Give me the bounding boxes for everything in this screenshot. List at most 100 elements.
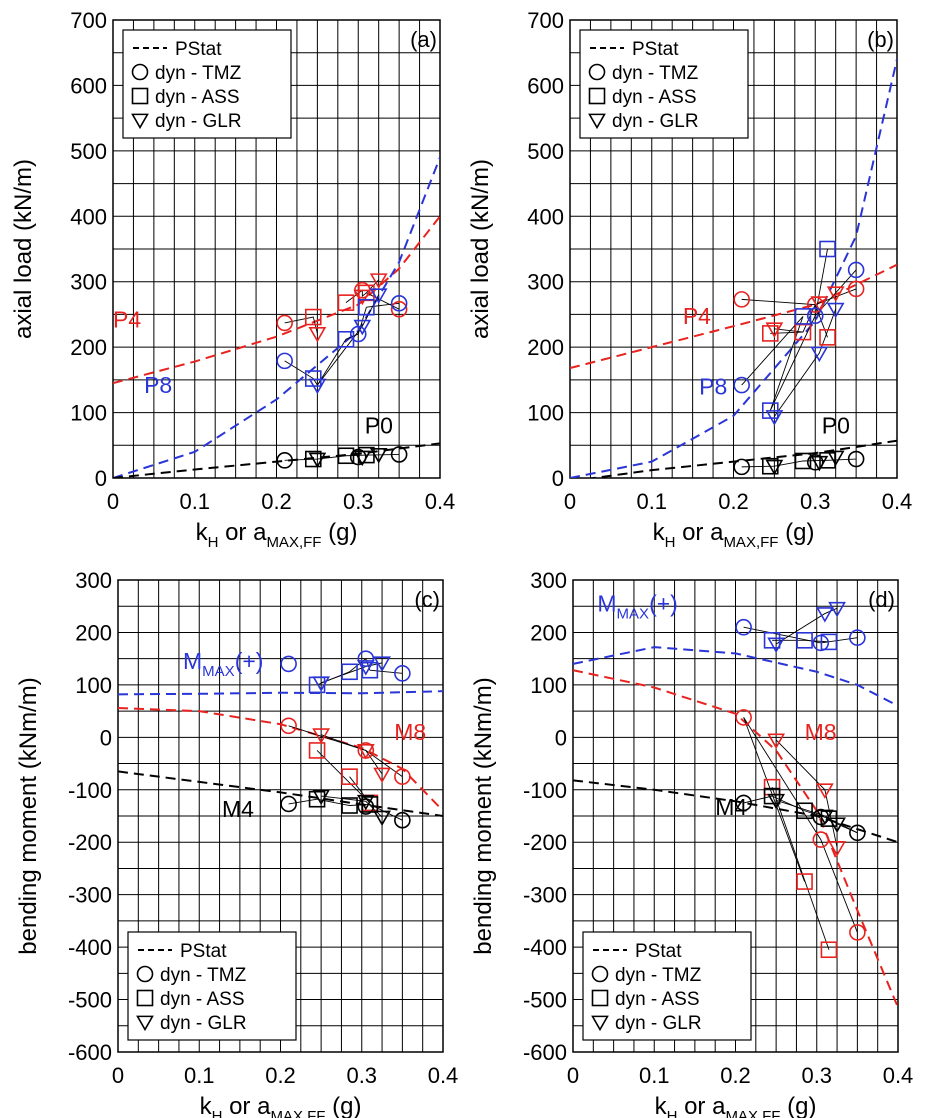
legend-entry: dyn - GLR (612, 111, 699, 132)
y-axis-label: bending moment (kNm/m) (470, 677, 497, 954)
glr-marker (312, 676, 331, 692)
annotation-text: P4 (113, 307, 141, 333)
ass-marker (361, 796, 379, 813)
chart-panel-a: 0 100 200 300 400 500 600 700 0 0.1 0.2 0.3 0.4 axial… (10, 8, 455, 551)
glr-marker (767, 793, 786, 810)
y-tick-label: -400 (523, 935, 567, 960)
legend: PStat dyn - TMZ dyn - ASS dyn - GLR (579, 29, 749, 139)
x-tick-label: 0.1 (639, 1063, 670, 1088)
x-tick-label: 0.4 (428, 1063, 459, 1088)
x-axis-label-part: (g) (325, 1093, 361, 1118)
x-tick-label: 0.2 (261, 489, 292, 514)
chart-panel-b: 0 100 200 300 400 500 600 700 0 0.1 0.2 0.3 0.4 axial… (467, 8, 912, 551)
glr-marker (765, 459, 784, 476)
x-tick-label: 0.1 (184, 1063, 215, 1088)
pstat-curve (570, 59, 897, 478)
tmz-marker (390, 295, 408, 312)
y-tick-label: 600 (527, 73, 564, 98)
legend-glr-swatch (136, 1015, 154, 1032)
ass-marker (796, 802, 813, 820)
glr-marker (353, 319, 372, 336)
data-layer (573, 601, 898, 1008)
y-tick-label: 100 (527, 401, 564, 426)
y-tick-label: -500 (523, 988, 567, 1013)
y-tick-label: -200 (523, 830, 567, 855)
series-annotation: P8 (144, 372, 172, 398)
legend-entry: dyn - TMZ (155, 63, 242, 84)
ass-marker (819, 452, 836, 469)
panel-label: (c) (414, 587, 440, 612)
x-tick-label: 0.1 (636, 489, 667, 514)
glr-marker (810, 346, 829, 363)
tmz-marker (394, 665, 411, 682)
panel-label: (b) (867, 27, 894, 52)
y-tick-label: 0 (555, 725, 567, 750)
annotation-subscript: MAX (617, 605, 650, 622)
y-axis-label: axial load (kN/m) (10, 159, 37, 339)
y-tick-label: -300 (523, 883, 567, 908)
x-axis-label-part: (g) (780, 1093, 816, 1118)
legend-box (122, 29, 292, 139)
connector-line (743, 717, 805, 882)
legend-box (582, 931, 752, 1041)
pstat-curve (118, 706, 443, 812)
x-axis-label-part: or a (218, 519, 267, 546)
glr-marker (828, 601, 846, 618)
annotation-text: M8 (805, 719, 837, 745)
ass-marker (308, 790, 326, 808)
legend-entry: dyn - ASS (160, 989, 245, 1010)
series-annotation: P4 (683, 303, 711, 329)
glr-marker (356, 794, 375, 811)
tmz-marker (849, 629, 866, 646)
glr-marker (308, 378, 327, 395)
x-tick-label: 0.1 (179, 489, 210, 514)
y-axis-label: bending moment (kNm/m) (15, 677, 42, 954)
glr-marker (826, 286, 845, 302)
legend-entry: PStat (632, 39, 679, 60)
connector-line (743, 717, 858, 933)
y-tick-label: 400 (527, 204, 564, 229)
connector-line (741, 298, 816, 334)
legend-tmz-swatch (588, 63, 606, 81)
ass-marker (304, 308, 322, 326)
annotation-suffix: (+) (649, 590, 678, 616)
ass-marker (761, 325, 779, 342)
glr-marker (312, 728, 331, 744)
legend-entry: dyn - ASS (155, 87, 240, 108)
glr-marker (815, 607, 834, 623)
glr-marker (312, 789, 331, 806)
annotation-text: M4 (715, 794, 747, 820)
glr-marker (810, 455, 829, 472)
x-tick-label: 0 (567, 1063, 579, 1088)
legend: PStat dyn - TMZ dyn - ASS dyn - GLR (582, 931, 752, 1041)
series-annotation: M4 (222, 796, 254, 822)
ass-marker (341, 768, 358, 785)
glr-marker (308, 326, 327, 343)
ass-marker (361, 661, 379, 679)
legend-entry: dyn - GLR (160, 1013, 247, 1034)
tmz-marker (847, 280, 865, 298)
x-axis-label-part: k (200, 1093, 213, 1118)
plot-frame (572, 579, 899, 1053)
glr-marker (353, 450, 372, 467)
glr-marker (828, 841, 846, 857)
y-tick-label: 300 (530, 568, 567, 593)
x-axis-label-part: k (653, 519, 666, 546)
connector-line (369, 804, 403, 821)
legend-entry: PStat (635, 941, 682, 962)
x-axis-label: kH or aMAX,FF (g) (200, 1093, 362, 1118)
connector-line (320, 734, 383, 775)
ass-marker (820, 633, 838, 651)
y-tick-label: 600 (70, 73, 107, 98)
legend-ass-swatch (136, 989, 154, 1007)
y-tick-label: 300 (527, 270, 564, 295)
pstat-curve (573, 669, 898, 1008)
x-axis-label-part: MAX,FF (725, 1108, 780, 1118)
series-annotation: M4 (715, 794, 747, 820)
legend-entry: dyn - GLR (615, 1013, 702, 1034)
x-axis-label-part: k (196, 519, 209, 546)
connector-line (771, 787, 830, 950)
ass-marker (308, 742, 326, 759)
y-tick-label: 300 (75, 568, 112, 593)
